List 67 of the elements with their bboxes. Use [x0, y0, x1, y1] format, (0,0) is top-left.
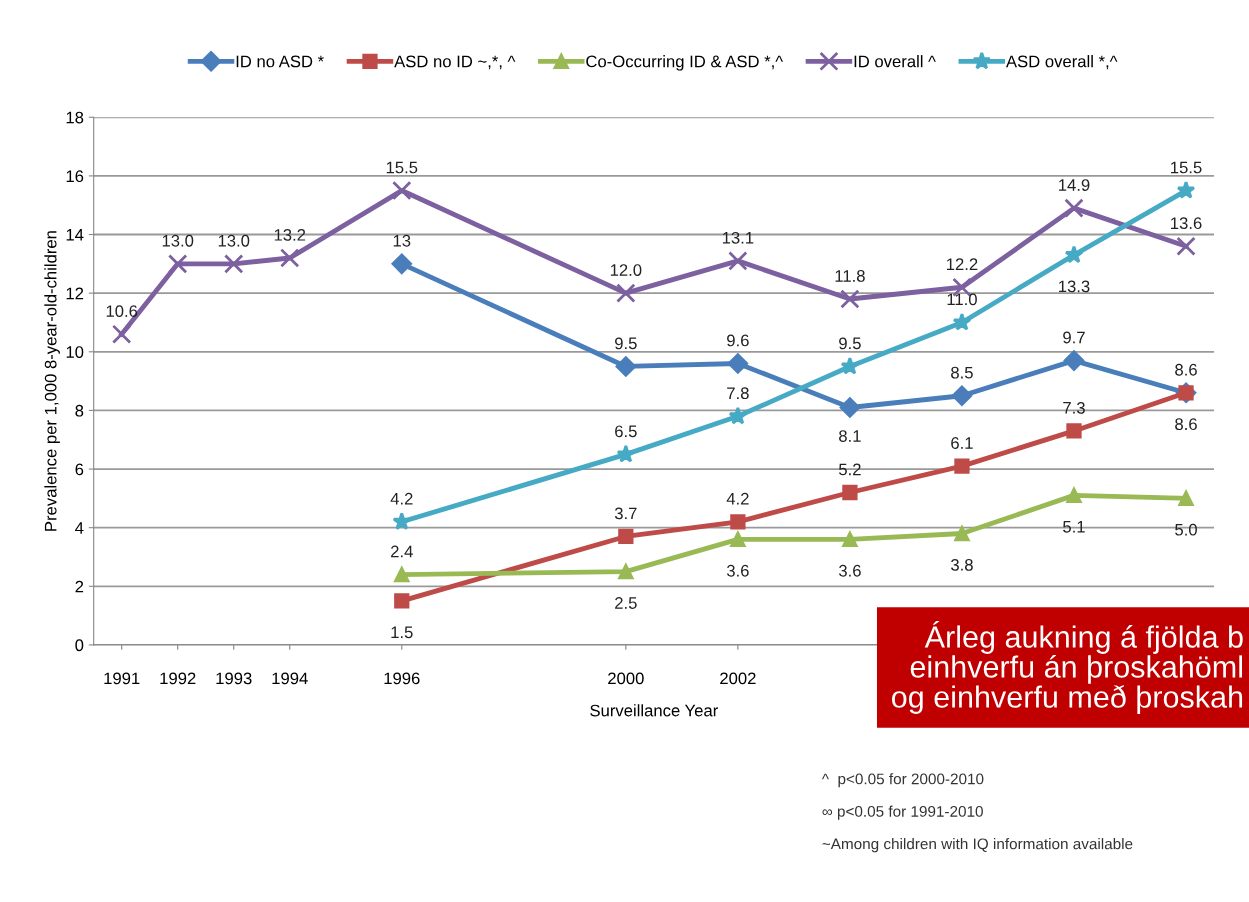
data-label: 13.0: [218, 234, 250, 247]
data-label: 9.6: [727, 334, 749, 347]
data-label: 5.1: [1063, 521, 1085, 533]
data-label: 9.5: [615, 337, 637, 350]
legend-label: ASD no ID ~,*, ^: [394, 55, 516, 70]
data-label: 4.2: [390, 492, 413, 505]
y-tick-label: 8: [75, 404, 84, 417]
x-tick-label: 1991: [104, 672, 140, 685]
data-label: 8.6: [1175, 363, 1197, 376]
data-label: 12.0: [610, 264, 642, 276]
data-label: 8.5: [951, 366, 973, 379]
data-label: 13.0: [162, 234, 194, 247]
y-tick-label: 18: [66, 111, 84, 124]
x-tick-label: 2000: [608, 672, 644, 685]
data-label: 3.7: [614, 507, 637, 520]
y-tick-label: 14: [66, 229, 84, 241]
data-label: 13.6: [1171, 217, 1202, 230]
data-label: 1.5: [391, 626, 413, 639]
x-axis-title: Surveillance Year: [590, 704, 718, 717]
data-label: 12.2: [947, 258, 978, 270]
y-tick-label: 10: [66, 346, 84, 358]
data-label: 3.6: [838, 564, 861, 577]
y-tick-label: 6: [75, 463, 84, 476]
x-tick-label: 2002: [720, 672, 756, 685]
data-label: 6.1: [951, 437, 973, 449]
data-label: 11.0: [947, 293, 977, 306]
data-label: 13.3: [1059, 280, 1090, 293]
data-label: 2.4: [391, 545, 413, 558]
data-label: 13.2: [274, 228, 306, 241]
annotation: Árleg aukning á fjölda b einhverfu án þroskahöml og einhverfu með þroskah: [892, 621, 1243, 714]
x-tick-label: 1992: [160, 672, 196, 685]
text: ~Among children with IQ information available: [822, 838, 1133, 853]
legend-label: ASD overall *,^: [1005, 55, 1118, 70]
text: ^ p<0.05 for 2000-2010: [821, 773, 984, 788]
x-tick-label: 1994: [272, 672, 308, 685]
data-label: 13: [393, 234, 411, 247]
x-tick-label: 1993: [216, 672, 252, 685]
data-label: 6.5: [615, 425, 637, 438]
y-axis-title: Prevalence per 1,000 8-year-old-children: [44, 231, 60, 531]
data-label: 5.2: [839, 463, 861, 476]
data-label: 14.9: [1059, 179, 1090, 191]
legend-label: Co-Occurring ID & ASD *,^: [586, 55, 784, 71]
data-label: 15.5: [386, 161, 418, 174]
y-tick-label: 12: [66, 287, 84, 300]
data-label: 3.6: [726, 564, 749, 577]
text: ∞ p<0.05 for 1991-2010: [822, 805, 983, 820]
data-label: 5.0: [1175, 523, 1197, 536]
data-label: 9.7: [1063, 331, 1085, 344]
data-label: 11.8: [835, 270, 865, 282]
y-tick-label: 4: [75, 522, 84, 534]
legend-label: ID overall ^: [854, 55, 936, 68]
x-tick-label: 1996: [384, 672, 420, 685]
data-label: 7.3: [1063, 401, 1085, 414]
data-label: 13.1: [722, 231, 754, 244]
legend-label: ID no ASD *: [236, 55, 324, 68]
y-tick-label: 2: [75, 580, 84, 593]
data-label: 2.5: [615, 597, 637, 609]
data-label: 7.8: [727, 387, 749, 400]
data-label: 8.1: [839, 430, 861, 442]
data-label: 15.5: [1171, 161, 1202, 174]
data-label: 10.6: [106, 305, 138, 318]
data-label: 4.2: [726, 492, 749, 505]
y-tick-label: 16: [66, 170, 84, 183]
data-label: 3.8: [951, 558, 973, 571]
data-label: 8.6: [1175, 418, 1197, 431]
data-label: 9.5: [839, 337, 861, 350]
y-tick-label: 0: [75, 639, 84, 652]
